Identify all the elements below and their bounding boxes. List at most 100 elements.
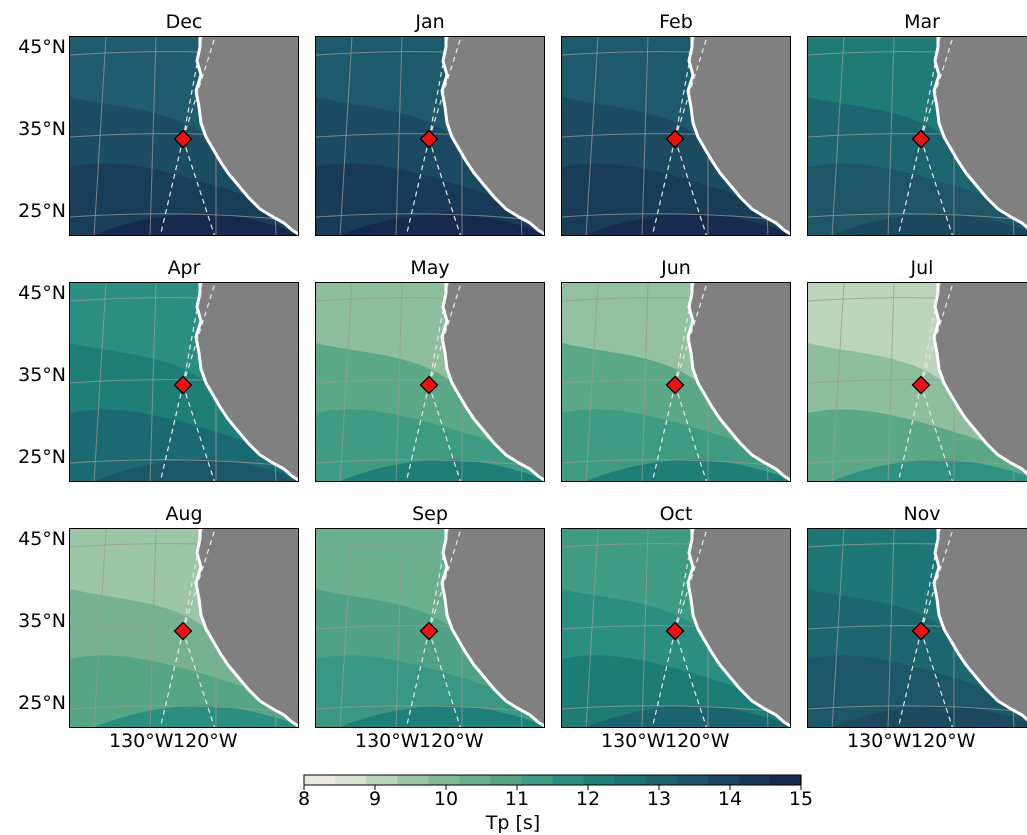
graticule-line bbox=[585, 529, 599, 727]
buoy-location-marker bbox=[173, 129, 193, 149]
baja-peninsula bbox=[254, 403, 298, 460]
graticule-line bbox=[395, 37, 403, 235]
graticule-line bbox=[808, 705, 1027, 713]
colorbar-level bbox=[397, 775, 429, 785]
map-canvas bbox=[316, 529, 544, 727]
map-canvas bbox=[808, 283, 1027, 481]
coastline bbox=[932, 37, 1027, 230]
map-canvas bbox=[70, 529, 298, 727]
tp-contour-region bbox=[832, 705, 1027, 727]
map-panel-jul bbox=[807, 282, 1027, 482]
tp-contour-region bbox=[562, 163, 790, 235]
graticule-line bbox=[831, 529, 845, 727]
tp-contour-region bbox=[340, 459, 544, 481]
tp-contour-region bbox=[586, 459, 790, 481]
colorbar-tick-label: 14 bbox=[717, 788, 743, 810]
map-canvas bbox=[808, 37, 1027, 235]
graticule-line bbox=[808, 459, 1027, 467]
panel-title: Jun bbox=[661, 257, 691, 279]
tp-contour-region bbox=[832, 459, 1027, 481]
y-tick-label: 45°N bbox=[18, 528, 66, 550]
colorbar-level bbox=[614, 775, 647, 785]
map-panel-jun bbox=[561, 282, 791, 482]
colorbar-tick-label: 15 bbox=[788, 788, 814, 810]
graticule-line bbox=[585, 283, 599, 481]
map-canvas bbox=[70, 283, 298, 481]
tp-contour-region bbox=[70, 163, 298, 235]
buoy-location-marker bbox=[665, 375, 685, 395]
colorbar-level bbox=[459, 775, 491, 785]
panel-title: Jan bbox=[415, 11, 445, 33]
buoy-location-marker bbox=[419, 621, 439, 641]
x-tick-label: 120°W bbox=[911, 730, 976, 752]
map-canvas bbox=[316, 283, 544, 481]
colorbar-frame bbox=[303, 774, 802, 786]
baja-peninsula bbox=[500, 403, 544, 460]
coastline bbox=[932, 283, 1027, 476]
graticule-line bbox=[887, 529, 895, 727]
graticule-line bbox=[887, 37, 895, 235]
buoy-location-marker bbox=[911, 621, 931, 641]
baja-peninsula bbox=[992, 649, 1027, 701]
tp-contour-region bbox=[94, 459, 298, 481]
colorbar-tick-label: 11 bbox=[504, 788, 530, 810]
map-panel-oct bbox=[561, 528, 791, 728]
x-tick-label: 120°W bbox=[665, 730, 730, 752]
coastline bbox=[194, 283, 298, 481]
coastline bbox=[440, 37, 544, 235]
y-tick-label: 25°N bbox=[18, 446, 66, 468]
buoy-location-marker bbox=[419, 375, 439, 395]
tp-contour-region bbox=[586, 705, 790, 727]
colorbar-tick-label: 10 bbox=[433, 788, 459, 810]
panel-title: Feb bbox=[659, 11, 693, 33]
graticule-line bbox=[641, 529, 649, 727]
x-tick-label: 130°W bbox=[847, 730, 912, 752]
map-panel-jan bbox=[315, 36, 545, 236]
map-panel-mar bbox=[807, 36, 1027, 236]
graticule-line bbox=[395, 283, 403, 481]
panel-title: Sep bbox=[412, 503, 448, 525]
buoy-location-marker bbox=[911, 129, 931, 149]
tp-contour-region bbox=[94, 213, 298, 235]
colorbar-level bbox=[645, 775, 678, 785]
baja-peninsula bbox=[746, 649, 790, 706]
graticule-line bbox=[70, 705, 298, 714]
tp-contour-region bbox=[562, 409, 790, 481]
buoy-location-marker bbox=[419, 129, 439, 149]
x-tick-label: 120°W bbox=[419, 730, 484, 752]
graticule-line bbox=[641, 283, 649, 481]
buoy-location-marker bbox=[911, 375, 931, 395]
baja-peninsula bbox=[746, 403, 790, 460]
map-canvas bbox=[808, 529, 1027, 727]
colorbar-tick-label: 13 bbox=[646, 788, 672, 810]
colorbar-level bbox=[676, 775, 709, 785]
graticule-line bbox=[562, 459, 790, 468]
graticule-line bbox=[339, 37, 353, 235]
coastline bbox=[686, 37, 790, 235]
map-panel-sep bbox=[315, 528, 545, 728]
baja-peninsula bbox=[254, 157, 298, 214]
map-panel-apr bbox=[69, 282, 299, 482]
panel-title: Dec bbox=[165, 11, 203, 33]
coastline bbox=[440, 283, 544, 481]
y-tick-label: 25°N bbox=[18, 200, 66, 222]
tp-contour-region bbox=[70, 409, 298, 481]
colorbar-level bbox=[583, 775, 616, 785]
graticule-line bbox=[149, 37, 157, 235]
map-panel-may bbox=[315, 282, 545, 482]
graticule-line bbox=[93, 283, 107, 481]
x-tick-label: 130°W bbox=[355, 730, 420, 752]
x-tick-label: 130°W bbox=[109, 730, 174, 752]
tp-contour-region bbox=[586, 213, 790, 235]
graticule-line bbox=[887, 283, 895, 481]
graticule-line bbox=[808, 213, 1027, 221]
colorbar-level bbox=[521, 775, 554, 785]
colorbar bbox=[303, 774, 802, 790]
coastline bbox=[194, 37, 298, 235]
colorbar-level bbox=[490, 775, 523, 785]
tp-contour-region bbox=[340, 213, 544, 235]
map-panel-nov bbox=[807, 528, 1027, 728]
graticule-line bbox=[831, 283, 845, 481]
colorbar-level bbox=[707, 775, 740, 785]
